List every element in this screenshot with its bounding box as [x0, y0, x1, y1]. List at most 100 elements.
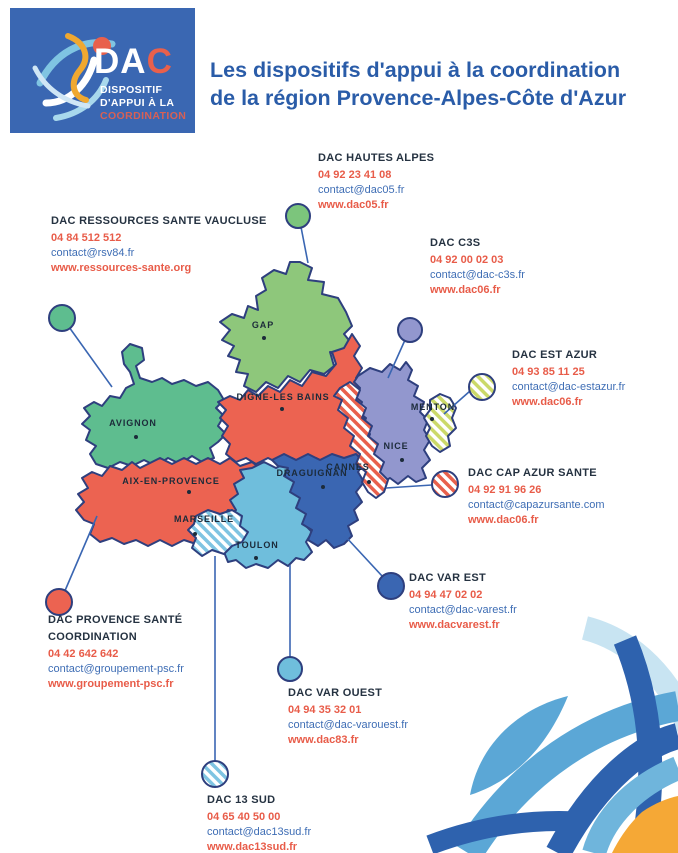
connector-est-azur	[443, 390, 471, 415]
marker-dac-est-azur	[468, 373, 496, 401]
contact-website[interactable]: www.dac06.fr	[430, 284, 501, 296]
contact-name: DAC C3S	[430, 237, 481, 249]
contact-website[interactable]: www.dacvarest.fr	[409, 619, 500, 631]
connector-var-est	[344, 535, 384, 578]
contact-phone: 04 42 642 642	[48, 648, 119, 660]
contact-name: DAC CAP AZUR SANTE	[468, 467, 597, 479]
connector-c3s	[387, 339, 406, 379]
city-dot-aix-en-provence	[187, 490, 191, 494]
marker-dac-c3s	[397, 317, 423, 343]
contact-dac-provence-sante-coordination: DAC PROVENCE SANTÉ COORDINATION 04 42 64…	[48, 613, 184, 692]
contact-name: DAC VAR OUEST	[288, 687, 383, 699]
dac-logo: DAC DISPOSITIF D'APPUI À LA COORDINATION	[10, 8, 195, 133]
decor-arc-bottom	[426, 811, 587, 853]
decor-corner-swoosh	[426, 616, 678, 853]
connector-vaucluse	[68, 326, 113, 388]
city-label-aix-en-provence: AIX-EN-PROVENCE	[122, 476, 220, 486]
contact-website[interactable]: www.dac83.fr	[288, 734, 359, 746]
decor-arc-pale	[581, 616, 678, 734]
contact-email[interactable]: contact@groupement-psc.fr	[48, 663, 184, 675]
contact-email[interactable]: contact@dac-varouest.fr	[288, 719, 408, 731]
region-vaucluse	[81, 343, 227, 469]
contact-phone: 04 93 85 11 25	[512, 366, 585, 378]
city-label-draguignan: DRAGUIGNAN	[276, 468, 348, 478]
contact-name: DAC HAUTES ALPES	[318, 152, 435, 164]
city-dot-draguignan	[321, 485, 325, 489]
contact-phone: 04 94 35 32 01	[288, 704, 362, 716]
city-label-nice: NICE	[383, 441, 409, 451]
city-dot-nice	[400, 458, 404, 462]
contact-email[interactable]: contact@dac-c3s.fr	[430, 269, 525, 281]
contact-name: DAC RESSOURCES SANTE VAUCLUSE	[51, 215, 267, 227]
page-title-line2: de la région Provence-Alpes-Côte d'Azur	[210, 86, 627, 110]
contact-email[interactable]: contact@dac13sud.fr	[207, 826, 312, 838]
logo-subtitle-2: D'APPUI À LA	[100, 97, 175, 109]
marker-dac-var-est	[377, 572, 405, 600]
marker-dac-psc	[45, 588, 73, 616]
region-var-est	[271, 453, 365, 549]
city-dot-menton	[430, 417, 434, 421]
contact-website[interactable]: www.dac06.fr	[512, 396, 583, 408]
contact-name: DAC VAR EST	[409, 572, 487, 584]
contact-dac-est-azur: DAC EST AZUR 04 93 85 11 25 contact@dac-…	[512, 348, 625, 410]
contact-name: DAC 13 SUD	[207, 794, 276, 806]
contact-dac-13-sud: DAC 13 SUD 04 65 40 50 00 contact@dac13s…	[207, 793, 311, 853]
city-label-digne-les-bains: DIGNE-LES BAINS	[236, 392, 330, 402]
contact-phone: 04 94 47 02 02	[409, 589, 483, 601]
marker-dac-ressources-vaucluse	[48, 304, 76, 332]
contact-website[interactable]: www.dac13sud.fr	[207, 841, 298, 853]
contact-website[interactable]: www.dac06.fr	[468, 514, 539, 526]
region-hautes-alpes	[219, 261, 353, 393]
logo-knot-icon	[32, 33, 116, 121]
contact-website[interactable]: www.groupement-psc.fr	[48, 678, 174, 690]
connector-lines	[63, 226, 471, 762]
contact-email[interactable]: contact@dac-estazur.fr	[512, 381, 626, 393]
contact-dac-ressources-sante-vaucluse: DAC RESSOURCES SANTE VAUCLUSE 04 84 512 …	[51, 214, 267, 276]
city-label-cannes: CANNES	[326, 462, 370, 472]
connector-psc	[63, 515, 98, 594]
marker-dac-var-ouest	[277, 656, 303, 682]
contact-phone: 04 84 512 512	[51, 232, 122, 244]
contact-dac-c3s: DAC C3S 04 92 00 02 03 contact@dac-c3s.f…	[430, 236, 525, 298]
contact-dac-hautes-alpes: DAC HAUTES ALPES 04 92 23 41 08 contact@…	[318, 151, 434, 213]
logo-subtitle-3: COORDINATION	[100, 110, 187, 122]
contact-dac-var-ouest: DAC VAR OUEST 04 94 35 32 01 contact@dac…	[288, 686, 408, 748]
contact-website[interactable]: www.dac05.fr	[318, 199, 389, 211]
city-label-avignon: AVIGNON	[109, 418, 157, 428]
city-dot-gap	[262, 336, 266, 340]
region-cap-azur-cannes	[333, 381, 389, 499]
city-label-gap: GAP	[251, 320, 275, 330]
connector-cap-azur	[385, 484, 433, 489]
city-label-menton: MENTON	[410, 402, 456, 412]
contact-email[interactable]: contact@dac05.fr	[318, 184, 405, 196]
marker-dac-hautes-alpes	[285, 203, 311, 229]
contact-email[interactable]: contact@dac-varest.fr	[409, 604, 517, 616]
connector-hautes-alpes	[300, 226, 309, 264]
contact-website[interactable]: www.ressources-sante.org	[51, 262, 192, 274]
contact-phone: 04 92 23 41 08	[318, 169, 392, 181]
city-dot-avignon	[134, 435, 138, 439]
page-title-line1: Les dispositifs d'appui à la coordinatio…	[210, 58, 621, 82]
marker-dac-cap-azur	[431, 470, 459, 498]
region-est-azur-menton	[423, 393, 457, 453]
contact-phone: 04 65 40 50 00	[207, 811, 281, 823]
contact-phone: 04 92 00 02 03	[430, 254, 504, 266]
contact-dac-cap-azur-sante: DAC CAP AZUR SANTE 04 92 91 96 26 contac…	[468, 466, 605, 528]
contact-phone: 04 92 91 96 26	[468, 484, 542, 496]
city-dot-toulon	[254, 556, 258, 560]
decor-orange-wedge	[612, 796, 678, 853]
page-title: Les dispositifs d'appui à la coordinatio…	[210, 56, 626, 112]
city-dot-digne-les-bains	[280, 407, 284, 411]
contact-email[interactable]: contact@capazursante.com	[468, 499, 605, 511]
logo-subtitle-1: DISPOSITIF	[100, 84, 163, 96]
contact-dac-var-est: DAC VAR EST 04 94 47 02 02 contact@dac-v…	[409, 571, 517, 633]
decor-arc-light	[582, 756, 678, 853]
decor-leaf	[470, 696, 568, 795]
contact-name: DAC PROVENCE SANTÉ	[48, 614, 183, 626]
city-label-toulon: TOULON	[235, 540, 279, 550]
logo-wordmark: DAC	[94, 42, 173, 81]
city-dot-marseille	[193, 532, 197, 536]
contact-email[interactable]: contact@rsv84.fr	[51, 247, 135, 259]
